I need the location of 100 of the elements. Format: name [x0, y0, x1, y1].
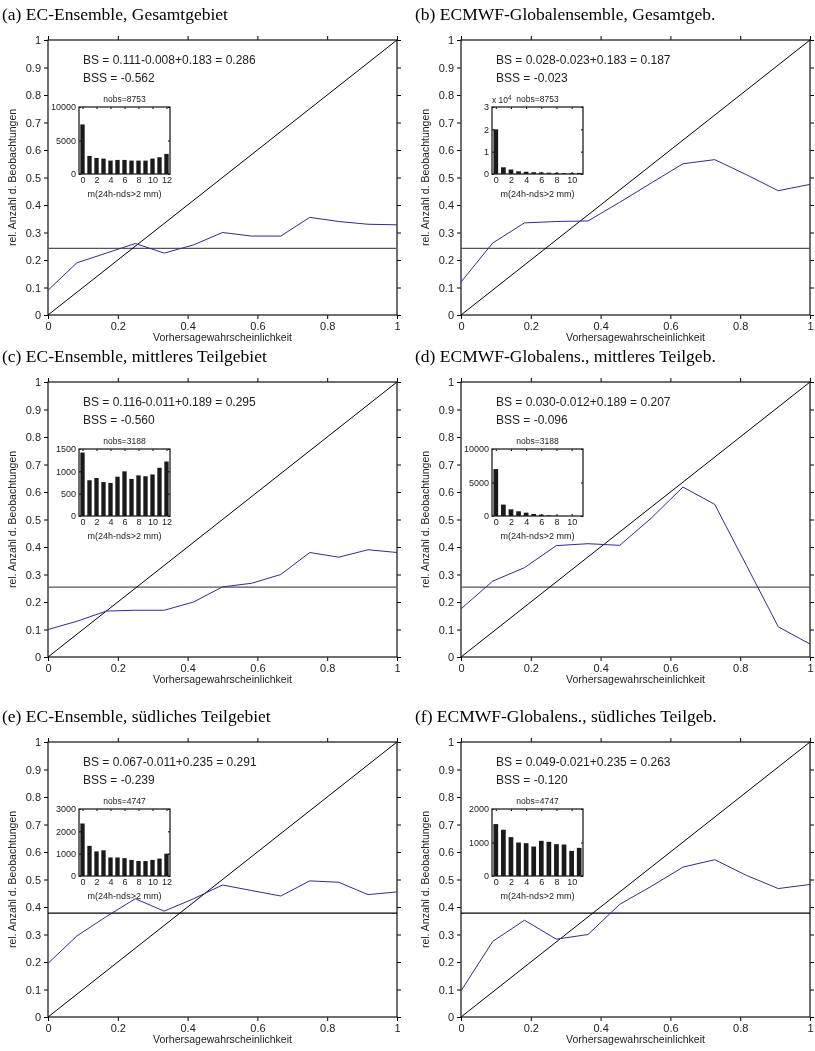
- y-tick-label: 0.3: [25, 226, 41, 239]
- y-tick-label: 10000: [463, 444, 489, 455]
- y-tick-label: 0.1: [25, 281, 41, 294]
- annotation: BSS = -0.120: [496, 773, 569, 787]
- y-tick-label: 0.9: [25, 763, 41, 776]
- x-tick-label: 0.8: [733, 661, 749, 674]
- x-tick-label: 6: [539, 877, 545, 888]
- chart-title: nobs=8753: [516, 94, 559, 104]
- y-tick-label: 0.9: [25, 403, 41, 416]
- y-tick-label: 0.7: [25, 458, 41, 471]
- x-tick-label: 8: [554, 517, 560, 528]
- chart-title: (e) EC-Ensemble, südliches Teilgebiet: [2, 706, 271, 726]
- annotation: BS = 0.030-0.012+0.189 = 0.207: [496, 395, 671, 409]
- x-tick-label: 6: [122, 517, 128, 528]
- x-tick-label: 6: [539, 175, 545, 186]
- x-tick-label: 0: [493, 877, 499, 888]
- y-tick-label: 0: [34, 651, 41, 664]
- x-tick-label: 0.4: [593, 319, 609, 332]
- y-tick-label: 0.2: [438, 254, 454, 267]
- y-tick-label: 0.4: [438, 541, 454, 554]
- x-tick-label: 0: [45, 319, 52, 332]
- y-tick-label: 0.4: [438, 901, 454, 914]
- y-tick-label: 0: [34, 309, 41, 322]
- annotation: BSS = -0.239: [83, 773, 156, 787]
- x-tick-label: 0.8: [320, 661, 336, 674]
- x-tick-label: 0.4: [180, 319, 196, 332]
- annotation: BSS = -0.023: [496, 71, 569, 85]
- y-tick-label: 1500: [55, 444, 76, 455]
- x-tick-label: 0.4: [593, 1021, 609, 1034]
- x-tick-label: 10: [147, 877, 159, 888]
- x-tick-label: 0: [493, 517, 499, 528]
- x-tick-label: 0: [80, 175, 86, 186]
- y-axis-title: rel. Anzahl d. Beobachtungen: [6, 450, 18, 589]
- y-tick-label: 1: [34, 736, 41, 749]
- x-tick-label: 0.6: [250, 1021, 266, 1034]
- x-tick-label: 12: [161, 877, 173, 888]
- y-tick-label: 0.1: [25, 623, 41, 636]
- x-tick-label: 1: [807, 661, 814, 674]
- x-tick-label: 0: [80, 877, 86, 888]
- y-tick-label: 0.1: [438, 281, 454, 294]
- x-tick-label: 2: [94, 877, 100, 888]
- chart-title: (c) EC-Ensemble, mittleres Teilgebiet: [2, 346, 267, 366]
- line-series: [460, 159, 811, 283]
- x-tick-label: 8: [136, 175, 142, 186]
- x-tick-label: 0.6: [250, 319, 266, 332]
- x-tick-label: 1: [394, 319, 401, 332]
- x-axis-title: Vorhersagewahrscheinlichkeit: [566, 1033, 706, 1045]
- x-axis-title: m(24h-nds>2 mm): [87, 189, 162, 199]
- x-tick-label: 0.2: [523, 1021, 539, 1034]
- chart-title: nobs=8753: [103, 94, 146, 104]
- x-tick-label: 1: [807, 1021, 814, 1034]
- x-axis-title: Vorhersagewahrscheinlichkeit: [153, 673, 293, 685]
- y-tick-label: 0.4: [25, 199, 41, 212]
- y-tick-label: 0.5: [438, 513, 454, 526]
- x-tick-label: 4: [524, 517, 530, 528]
- x-axis-title: Vorhersagewahrscheinlichkeit: [566, 331, 706, 343]
- y-tick-label: 0.5: [25, 171, 41, 184]
- x-tick-label: 1: [394, 661, 401, 674]
- y-tick-label: 0.1: [438, 983, 454, 996]
- annotation: BSS = -0.560: [83, 413, 156, 427]
- x-tick-label: 0: [45, 1021, 52, 1034]
- x-tick-label: 2: [94, 517, 100, 528]
- chart-title: (f) ECMWF-Globalens., südliches Teilgeb.: [415, 706, 717, 726]
- y-tick-label: 0.4: [25, 901, 41, 914]
- y-tick-label: 0.2: [25, 596, 41, 609]
- x-tick-label: 8: [136, 877, 142, 888]
- y-tick-label: 0.5: [438, 873, 454, 886]
- x-tick-label: 0.6: [663, 661, 679, 674]
- y-axis-title: rel. Anzahl d. Beobachtungen: [419, 108, 431, 247]
- x-tick-label: 10: [147, 175, 159, 186]
- x-tick-label: 2: [508, 877, 514, 888]
- x-tick-label: 4: [108, 175, 114, 186]
- y-tick-label: 0.6: [438, 486, 454, 499]
- y-tick-label: 0: [447, 309, 454, 322]
- y-tick-label: 0.1: [25, 983, 41, 996]
- y-tick-label: 0.9: [438, 763, 454, 776]
- annotation: BS = 0.111-0.008+0.183 = 0.286: [83, 53, 257, 67]
- annotation: BSS = -0.562: [83, 71, 156, 85]
- y-tick-label: 0.5: [438, 171, 454, 184]
- x-tick-label: 1: [807, 319, 814, 332]
- y-tick-label: 1: [447, 34, 454, 47]
- x-axis-title: Vorhersagewahrscheinlichkeit: [153, 1033, 293, 1045]
- chart-title: nobs=3188: [103, 436, 146, 446]
- chart-title: (d) ECMWF-Globalens., mittleres Teilgeb.: [415, 346, 716, 366]
- chart-title: (b) ECMWF-Globalensemble, Gesamtgeb.: [415, 4, 716, 24]
- y-tick-label: 0.8: [438, 791, 454, 804]
- y-tick-label: 0.6: [25, 144, 41, 157]
- x-tick-label: 6: [122, 877, 128, 888]
- y-tick-label: 0.7: [438, 458, 454, 471]
- y-axis-title: rel. Anzahl d. Beobachtungen: [419, 450, 431, 589]
- x-tick-label: 0.8: [733, 319, 749, 332]
- y-axis-title: rel. Anzahl d. Beobachtungen: [419, 810, 431, 949]
- y-tick-label: 0.9: [438, 403, 454, 416]
- y-tick-label: 0.3: [438, 928, 454, 941]
- y-tick-label: 0.9: [438, 61, 454, 74]
- x-tick-label: 2: [508, 517, 514, 528]
- x-tick-label: 12: [161, 517, 173, 528]
- y-tick-label: 0.2: [25, 254, 41, 267]
- y-tick-label: 0: [34, 1011, 41, 1024]
- y-tick-label: 0.8: [25, 89, 41, 102]
